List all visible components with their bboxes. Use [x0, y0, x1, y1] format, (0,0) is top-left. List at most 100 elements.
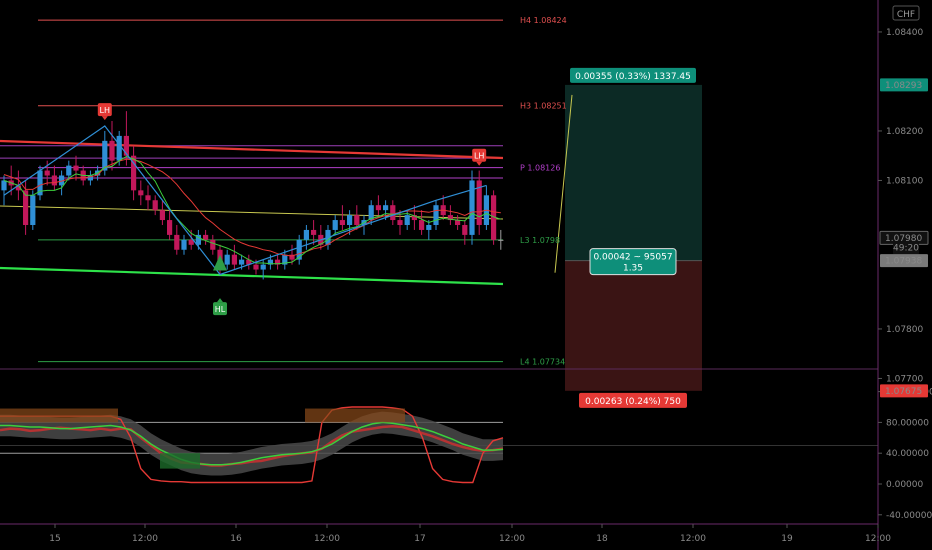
oversold-zone [160, 453, 200, 469]
candle [275, 254, 281, 270]
candle [383, 200, 389, 221]
candle [159, 200, 165, 225]
candle-body [296, 239, 302, 260]
candle-body [37, 170, 43, 196]
candle [1, 175, 7, 206]
price-tag-text: 49:20 [893, 244, 919, 254]
candle [224, 249, 230, 270]
candle-body [375, 205, 381, 211]
swing-markers: LH LH HL [97, 103, 487, 316]
candle [109, 121, 115, 171]
oscillator-tick-label: -40.00000 [886, 511, 932, 521]
candle [282, 249, 288, 270]
candle-body [433, 205, 439, 225]
candle-body [195, 234, 201, 245]
time-axis[interactable]: 15 12:00 16 12:00 17 12:00 18 12:00 19 12:00 [49, 524, 891, 544]
pivot-label-h4: H4 1.08424 [520, 16, 567, 25]
candle-body [73, 165, 79, 171]
candle [102, 130, 108, 176]
candle [44, 160, 50, 186]
resistance-trendline [0, 139, 504, 160]
candle [181, 234, 187, 255]
symbol-badge-text: CHF [897, 10, 915, 20]
candle [131, 145, 137, 201]
candle [167, 210, 173, 240]
candle-body [131, 155, 137, 191]
up-triangle-icon [213, 254, 227, 271]
candle-body [59, 175, 65, 186]
candle [59, 170, 65, 196]
long-position-tool[interactable]: 0.00355 (0.33%) 1337.45 0.00263 (0.24%) 7… [554, 67, 702, 408]
candle-body [469, 180, 475, 235]
candle-body [455, 220, 461, 225]
symbol-badge[interactable]: CHF [892, 5, 920, 21]
candle [332, 215, 338, 235]
price-tag-bg [880, 78, 928, 92]
candle [73, 155, 79, 181]
price-tag-bg [893, 241, 919, 255]
swing-marker-hl: HL [213, 298, 227, 316]
candle-body [498, 239, 504, 241]
candle-body [397, 220, 403, 225]
candle [30, 190, 36, 230]
oscillator-pane [0, 406, 878, 484]
pivot-label-p: P 1.08126 [520, 164, 560, 173]
candle [455, 215, 461, 230]
candle [152, 195, 158, 216]
candle-body [354, 215, 360, 225]
price-tag-red: 1.07675 [880, 384, 928, 398]
candle [426, 220, 432, 240]
trendlines [0, 139, 504, 286]
candle [289, 244, 295, 265]
candle-body [404, 215, 410, 225]
price-tick-label: 1.07700 [886, 374, 923, 384]
candle-body [181, 239, 187, 250]
candle-body [167, 220, 173, 235]
oscillator-tick-label: 80.00000 [886, 418, 929, 428]
candle-body [224, 254, 230, 265]
price-tag-countdown: 49:20 [893, 241, 919, 255]
candle-body [275, 259, 281, 265]
candle [339, 205, 345, 230]
price-tag-text: 1.07980 [885, 234, 922, 244]
marker-bg [213, 302, 227, 316]
price-axis[interactable]: 1.08400 1.08200 1.08100 1.07800 1.07700 [878, 28, 923, 385]
candle-body [30, 195, 36, 225]
candle [66, 160, 72, 181]
marker-text: LH [100, 106, 110, 115]
time-tick-label: 18 [596, 534, 608, 544]
price-tag-green: 1.08293 [880, 78, 928, 92]
candle [116, 130, 122, 166]
target-label: 0.00355 (0.33%) 1337.45 [575, 72, 691, 82]
candle-body [253, 264, 259, 270]
pivot-level-labels: H4 1.08424 H3 1.08251 P 1.08126 L3 1.0798 L4… [520, 16, 567, 367]
candle-body [231, 254, 237, 265]
stop-label-bg [579, 392, 687, 408]
candle [375, 195, 381, 216]
candle-body [246, 259, 252, 265]
candle-body [347, 215, 353, 225]
candle-body [66, 165, 72, 176]
price-axis-background [878, 0, 932, 550]
candle-body [188, 239, 194, 245]
candle-body [491, 195, 497, 240]
candle-body [476, 180, 482, 225]
projection-line [554, 94, 573, 273]
candle [203, 229, 209, 245]
candle [246, 254, 252, 270]
time-tick-label: 15 [49, 534, 60, 544]
time-tick-label: 16 [230, 534, 242, 544]
candle [462, 220, 468, 245]
time-tick-label: 19 [781, 534, 793, 544]
time-tick-label: 12:00 [680, 534, 706, 544]
oscillator-tick-label: 0.00000 [886, 480, 923, 490]
candle [303, 225, 309, 250]
candle [447, 205, 453, 225]
candle [210, 234, 216, 255]
overbought-zone [305, 408, 405, 423]
candle-body [368, 205, 374, 221]
candle-body [15, 185, 21, 191]
candle-body [123, 135, 129, 156]
